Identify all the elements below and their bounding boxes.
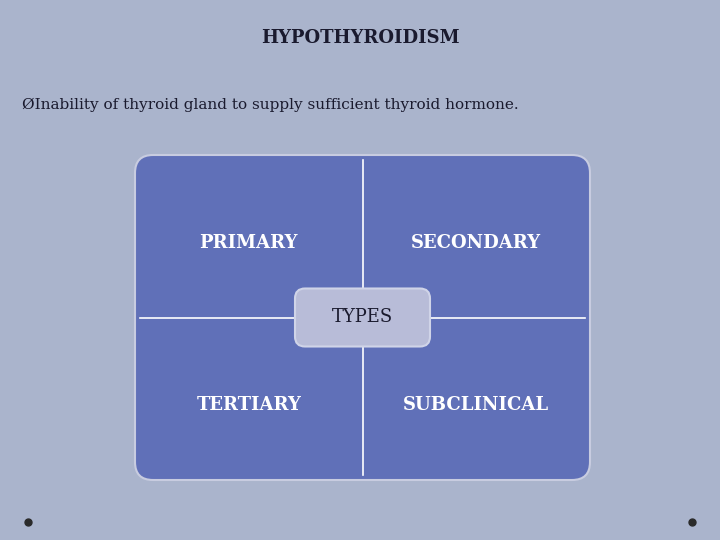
FancyBboxPatch shape xyxy=(295,288,430,347)
Text: PRIMARY: PRIMARY xyxy=(199,234,298,252)
Text: TERTIARY: TERTIARY xyxy=(197,396,301,414)
Text: SECONDARY: SECONDARY xyxy=(411,234,541,252)
Text: ØInability of thyroid gland to supply sufficient thyroid hormone.: ØInability of thyroid gland to supply su… xyxy=(22,98,518,112)
Text: HYPOTHYROIDISM: HYPOTHYROIDISM xyxy=(261,29,459,47)
FancyBboxPatch shape xyxy=(135,155,590,480)
Text: SUBCLINICAL: SUBCLINICAL xyxy=(403,396,549,414)
Text: TYPES: TYPES xyxy=(332,308,393,327)
